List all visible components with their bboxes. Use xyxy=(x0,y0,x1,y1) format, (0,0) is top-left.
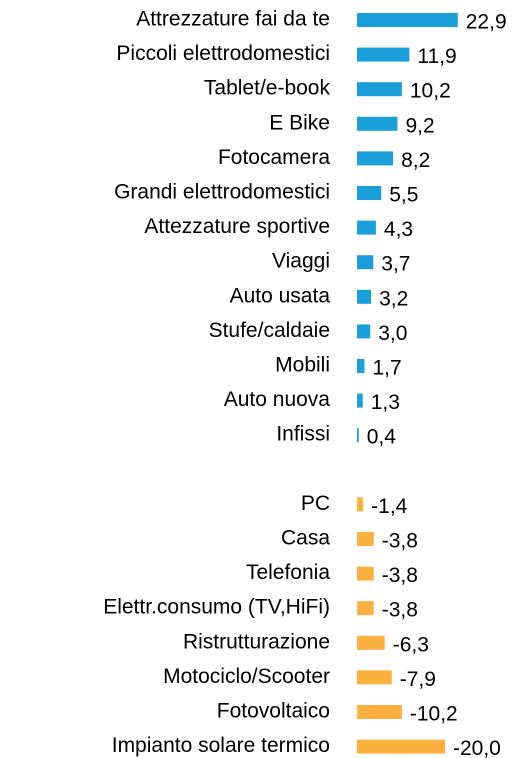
category-label: Motociclo/Scooter xyxy=(163,665,330,688)
value-label: -6,3 xyxy=(393,633,429,656)
value-label: 3,0 xyxy=(378,322,407,345)
value-label: -1,4 xyxy=(371,495,408,518)
category-label: Infissi xyxy=(276,423,330,446)
category-label: Casa xyxy=(281,527,330,550)
bar xyxy=(357,289,372,304)
value-label: 3,7 xyxy=(381,253,410,276)
bar xyxy=(357,601,374,616)
value-label: 1,7 xyxy=(372,357,401,380)
bar xyxy=(357,116,398,131)
bar xyxy=(357,151,394,166)
value-label: 22,9 xyxy=(466,11,507,34)
category-label: Attezzature sportive xyxy=(144,215,330,238)
bar xyxy=(357,186,382,200)
value-label: 9,2 xyxy=(405,114,434,137)
category-label: Fotovoltaico xyxy=(217,700,330,723)
bar xyxy=(357,393,363,408)
category-label: Fotocamera xyxy=(218,146,330,169)
category-label: PC xyxy=(301,492,330,515)
bar xyxy=(357,739,445,754)
value-label: -7,9 xyxy=(400,668,436,691)
bar xyxy=(357,220,376,235)
value-label: 11,9 xyxy=(417,45,456,68)
category-label: Elettr.consumo (TV,HiFi) xyxy=(103,596,330,619)
category-label: Telefonia xyxy=(246,561,330,584)
bar xyxy=(357,324,371,339)
category-label: Auto usata xyxy=(230,284,331,307)
category-label: Piccoli elettrodomestici xyxy=(116,42,330,65)
bar xyxy=(357,47,410,62)
category-label: Impianto solare termico xyxy=(112,734,330,757)
category-label: Attrezzature fai da te xyxy=(136,8,330,31)
value-label: 5,5 xyxy=(389,184,418,207)
category-label: Tablet/e-book xyxy=(204,77,331,100)
value-label: -10,2 xyxy=(410,703,458,726)
category-label: Mobili xyxy=(275,354,330,377)
value-label: -3,8 xyxy=(382,599,418,622)
category-label: Grandi elettrodomestici xyxy=(114,181,330,204)
value-label: 10,2 xyxy=(410,80,451,103)
bar xyxy=(357,566,374,581)
bar xyxy=(357,82,402,97)
bar xyxy=(357,13,458,27)
bar xyxy=(357,532,374,546)
bar xyxy=(357,255,374,270)
value-label: -3,8 xyxy=(382,530,418,553)
value-label: 0,4 xyxy=(367,426,397,449)
category-label: Auto nuova xyxy=(224,388,331,411)
category-label: Stufe/caldaie xyxy=(209,319,330,342)
value-label: -3,8 xyxy=(382,564,418,587)
bar xyxy=(357,635,385,650)
bar xyxy=(357,670,392,685)
value-label: 1,3 xyxy=(371,391,400,414)
bar xyxy=(357,705,402,719)
category-label: Viaggi xyxy=(272,250,330,273)
value-label: 8,2 xyxy=(401,149,430,172)
value-label: -20,0 xyxy=(453,737,501,758)
bar xyxy=(357,497,364,512)
value-label: 3,2 xyxy=(379,287,408,310)
category-label: E Bike xyxy=(269,111,330,134)
bar xyxy=(357,359,365,373)
bar xyxy=(357,428,359,443)
value-label: 4,3 xyxy=(384,218,413,241)
category-label: Ristrutturazione xyxy=(183,630,330,653)
